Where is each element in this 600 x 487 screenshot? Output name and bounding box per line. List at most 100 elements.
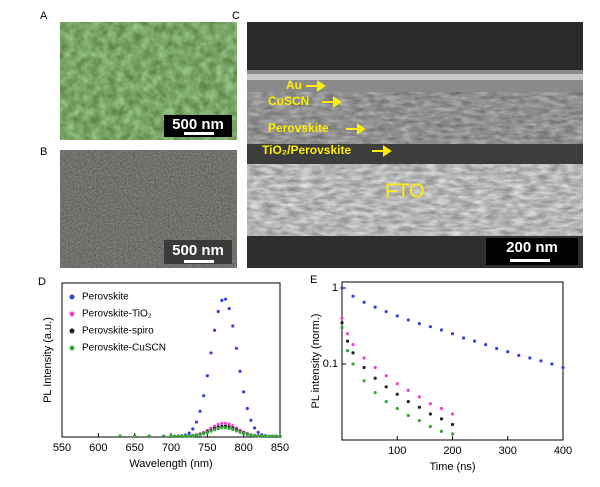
data-point bbox=[439, 406, 444, 411]
data-point bbox=[176, 434, 180, 438]
data-point bbox=[209, 351, 213, 355]
data-point bbox=[428, 325, 432, 329]
data-point bbox=[450, 432, 455, 436]
data-point bbox=[428, 402, 432, 406]
data-point bbox=[473, 339, 477, 343]
data-point bbox=[439, 417, 444, 421]
x-tick-label: 850 bbox=[271, 442, 289, 454]
panel-label: E bbox=[310, 274, 317, 286]
data-point bbox=[450, 332, 455, 336]
x-tick-label: 400 bbox=[554, 445, 572, 457]
data-point bbox=[340, 326, 344, 330]
data-point bbox=[227, 306, 231, 311]
plot-frame bbox=[61, 282, 281, 438]
panel-label: C bbox=[232, 10, 240, 22]
data-point bbox=[528, 356, 532, 360]
data-point bbox=[406, 400, 410, 404]
data-point bbox=[406, 318, 410, 322]
panel-label: D bbox=[38, 276, 46, 288]
data-point bbox=[384, 309, 388, 314]
data-point bbox=[242, 390, 246, 394]
data-point bbox=[345, 339, 350, 343]
data-point bbox=[147, 434, 151, 438]
data-point bbox=[550, 362, 554, 366]
data-point bbox=[362, 365, 366, 370]
data-point bbox=[249, 433, 253, 437]
data-point bbox=[428, 425, 432, 429]
data-point bbox=[169, 434, 173, 438]
data-point bbox=[345, 332, 350, 336]
y-tick-label: 0.1 bbox=[323, 358, 338, 370]
panel-label: B bbox=[40, 146, 47, 158]
scale-bar-label: 500 nm bbox=[172, 242, 224, 259]
data-point bbox=[183, 434, 188, 438]
data-point bbox=[220, 426, 224, 430]
data-point bbox=[256, 430, 260, 434]
data-point bbox=[220, 421, 224, 425]
data-point bbox=[417, 322, 421, 326]
data-point bbox=[231, 427, 235, 432]
data-point bbox=[191, 434, 195, 438]
data-point bbox=[395, 392, 399, 396]
data-point bbox=[252, 426, 257, 430]
data-point bbox=[345, 349, 350, 353]
data-point bbox=[249, 418, 253, 422]
data-point bbox=[395, 382, 399, 386]
data-point bbox=[395, 406, 399, 411]
data-point bbox=[216, 426, 220, 431]
data-point bbox=[216, 422, 220, 426]
data-point bbox=[417, 405, 421, 409]
data-point bbox=[417, 419, 421, 423]
data-point bbox=[406, 413, 410, 418]
data-point bbox=[373, 365, 377, 370]
scale-bar-label: 500 nm bbox=[172, 116, 224, 133]
x-tick-label: 750 bbox=[198, 442, 216, 454]
data-point bbox=[278, 434, 282, 438]
data-point bbox=[274, 434, 278, 438]
data-point bbox=[362, 356, 366, 360]
data-point bbox=[234, 346, 238, 350]
data-point bbox=[213, 428, 217, 432]
data-point bbox=[362, 300, 366, 304]
data-point bbox=[484, 343, 488, 347]
x-axis-label: Wavelength (nm) bbox=[129, 458, 212, 470]
data-point bbox=[187, 431, 191, 435]
data-point bbox=[180, 434, 184, 438]
legend-label: Perovskite-CuSCN bbox=[82, 343, 166, 354]
data-point bbox=[209, 429, 213, 433]
data-point bbox=[271, 434, 275, 438]
data-point bbox=[198, 433, 202, 437]
legend-label: Perovskite-spiro bbox=[82, 326, 154, 337]
data-point bbox=[187, 434, 191, 438]
sem-image bbox=[247, 22, 583, 268]
data-point bbox=[220, 298, 224, 303]
data-point bbox=[205, 374, 209, 378]
x-tick-label: 650 bbox=[125, 442, 143, 454]
data-point bbox=[202, 432, 206, 436]
data-point bbox=[234, 429, 238, 433]
sem-image bbox=[60, 150, 237, 268]
x-tick-label: 300 bbox=[499, 445, 517, 457]
data-point bbox=[539, 359, 543, 363]
data-point bbox=[223, 297, 228, 301]
data-point bbox=[162, 434, 166, 438]
data-point bbox=[406, 388, 410, 392]
data-point bbox=[231, 424, 235, 428]
data-point bbox=[461, 336, 466, 340]
data-point bbox=[340, 321, 344, 325]
data-point bbox=[495, 346, 499, 351]
data-point bbox=[395, 314, 399, 318]
data-point bbox=[216, 309, 220, 314]
legend-label: Perovskite-TiO₂ bbox=[82, 309, 152, 320]
data-point bbox=[373, 376, 377, 380]
y-tick-label: 1 bbox=[332, 282, 338, 294]
data-point bbox=[362, 379, 366, 383]
legend-marker bbox=[69, 345, 75, 351]
data-point bbox=[506, 350, 510, 354]
data-point bbox=[373, 391, 377, 395]
legend-marker bbox=[69, 328, 75, 334]
x-tick-label: 550 bbox=[53, 442, 71, 454]
data-point bbox=[351, 343, 355, 347]
y-axis-label: PL Intensity (a.u.) bbox=[42, 317, 54, 403]
sem-image bbox=[60, 22, 237, 140]
